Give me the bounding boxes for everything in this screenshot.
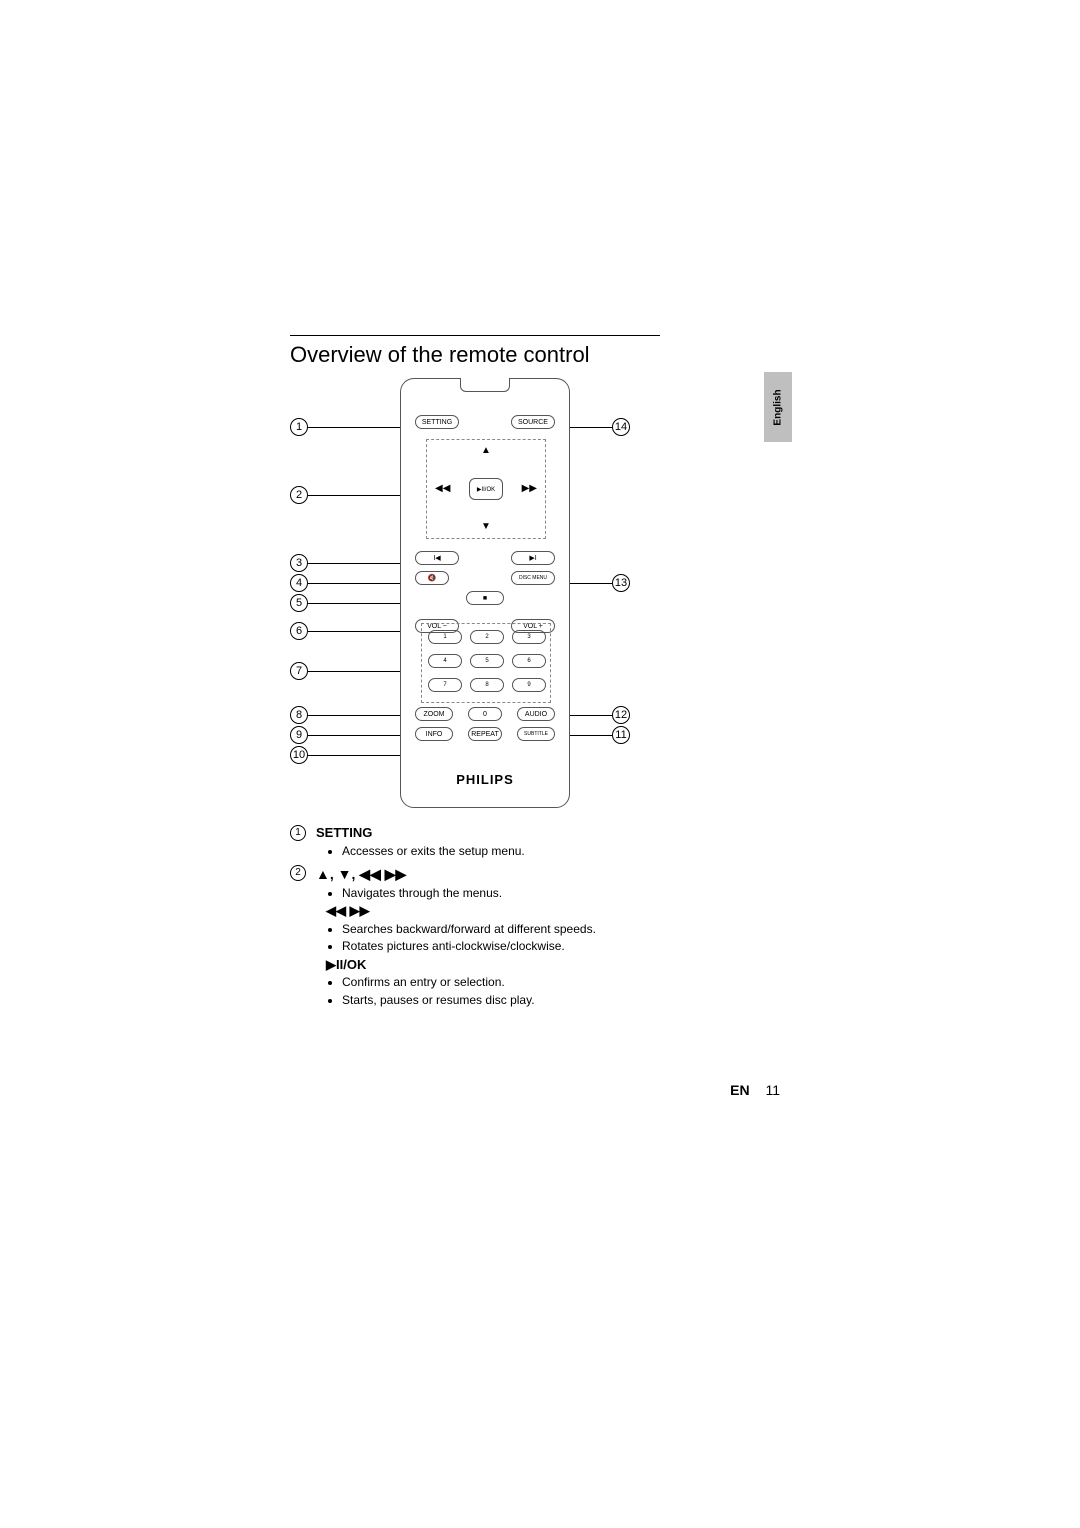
num-0: 0 [468,707,502,721]
lead-line [308,563,408,564]
footer-lang: EN [730,1082,749,1098]
audio-button: AUDIO [517,707,555,721]
callout-14: 14 [612,418,630,436]
lead-line [308,427,408,428]
lead-line [308,495,408,496]
callout-1: 1 [290,418,308,436]
desc-symbols: ▲, ▼, ◀◀ ▶▶ [316,864,790,884]
desc-sub-symbol: ▶II/OK [326,956,790,975]
lead-line [308,583,408,584]
desc-sub-symbol: ◀◀ ▶▶ [326,902,790,921]
callout-3: 3 [290,554,308,572]
ir-window [460,378,510,392]
lead-line [308,603,408,604]
up-arrow-icon: ▲ [481,446,491,456]
num-5: 5 [470,654,504,668]
forward-icon: ▶▶ [522,484,537,494]
remote-outline: SETTING SOURCE ▲ ▼ ◀◀ ▶▶ ▶II/OK I◀ ▶I 🔇 … [400,378,570,808]
mute-button: 🔇 [415,571,449,585]
desc-label: SETTING [316,824,790,843]
info-button: INFO [415,727,453,741]
desc-num: 2 [290,865,306,881]
desc-bullet: Confirms an entry or selection. [342,974,790,991]
stop-button: ■ [466,591,504,605]
lead-line [308,631,408,632]
page-content: Overview of the remote control 123456789… [290,335,790,1013]
desc-bullet: Navigates through the menus. [342,885,790,902]
desc-bullets: Confirms an entry or selection.Starts, p… [342,974,790,1009]
desc-bullets: Searches backward/forward at different s… [342,921,790,956]
disc-menu-button: DISC MENU [511,571,555,585]
rewind-icon: ◀◀ [435,484,450,494]
desc-bullets: Navigates through the menus. [342,885,790,902]
brand-logo: PHILIPS [456,772,514,787]
subtitle-button: SUBTITLE [517,727,555,741]
desc-bullet: Searches backward/forward at different s… [342,921,790,938]
desc-num: 1 [290,825,306,841]
desc-item-2: 2 ▲, ▼, ◀◀ ▶▶Navigates through the menus.… [290,864,790,1009]
lead-line [308,671,408,672]
ok-button: ▶II/OK [469,478,503,500]
num-8: 8 [470,678,504,692]
desc-bullet: Starts, pauses or resumes disc play. [342,992,790,1009]
callout-11: 11 [612,726,630,744]
source-button: SOURCE [511,415,555,429]
page-footer: EN 11 [730,1082,780,1098]
desc-bullet: Accesses or exits the setup menu. [342,843,790,860]
callout-6: 6 [290,622,308,640]
desc-item-1: 1 SETTINGAccesses or exits the setup menu… [290,824,790,860]
desc-bullets: Accesses or exits the setup menu. [342,843,790,860]
zoom-button: ZOOM [415,707,453,721]
num-3: 3 [512,630,546,644]
num-6: 6 [512,654,546,668]
numpad-group: 1 2 3 4 5 6 7 8 9 [421,623,551,703]
prev-button: I◀ [415,551,459,565]
repeat-button: REPEAT [468,727,502,741]
num-1: 1 [428,630,462,644]
callout-4: 4 [290,574,308,592]
callout-12: 12 [612,706,630,724]
callout-9: 9 [290,726,308,744]
callout-8: 8 [290,706,308,724]
remote-diagram: 12345678910 14131211 SETTING SOURCE ▲ ▼ … [290,378,660,818]
lead-line [308,735,408,736]
next-button: ▶I [511,551,555,565]
section-title: Overview of the remote control [290,342,790,368]
section-rule [290,335,660,336]
callout-2: 2 [290,486,308,504]
desc-body: SETTINGAccesses or exits the setup menu. [316,824,790,860]
num-9: 9 [512,678,546,692]
footer-page: 11 [765,1082,780,1098]
callout-10: 10 [290,746,308,764]
num-7: 7 [428,678,462,692]
description-list: 1 SETTINGAccesses or exits the setup menu… [290,824,790,1009]
down-arrow-icon: ▼ [481,522,491,532]
setting-button: SETTING [415,415,459,429]
lead-line [308,715,408,716]
desc-body: ▲, ▼, ◀◀ ▶▶Navigates through the menus.◀… [316,864,790,1009]
desc-bullet: Rotates pictures anti-clockwise/clockwis… [342,938,790,955]
num-2: 2 [470,630,504,644]
dpad-group: ▲ ▼ ◀◀ ▶▶ ▶II/OK [426,439,546,539]
callout-7: 7 [290,662,308,680]
callout-5: 5 [290,594,308,612]
lead-line [308,755,408,756]
num-4: 4 [428,654,462,668]
callout-13: 13 [612,574,630,592]
